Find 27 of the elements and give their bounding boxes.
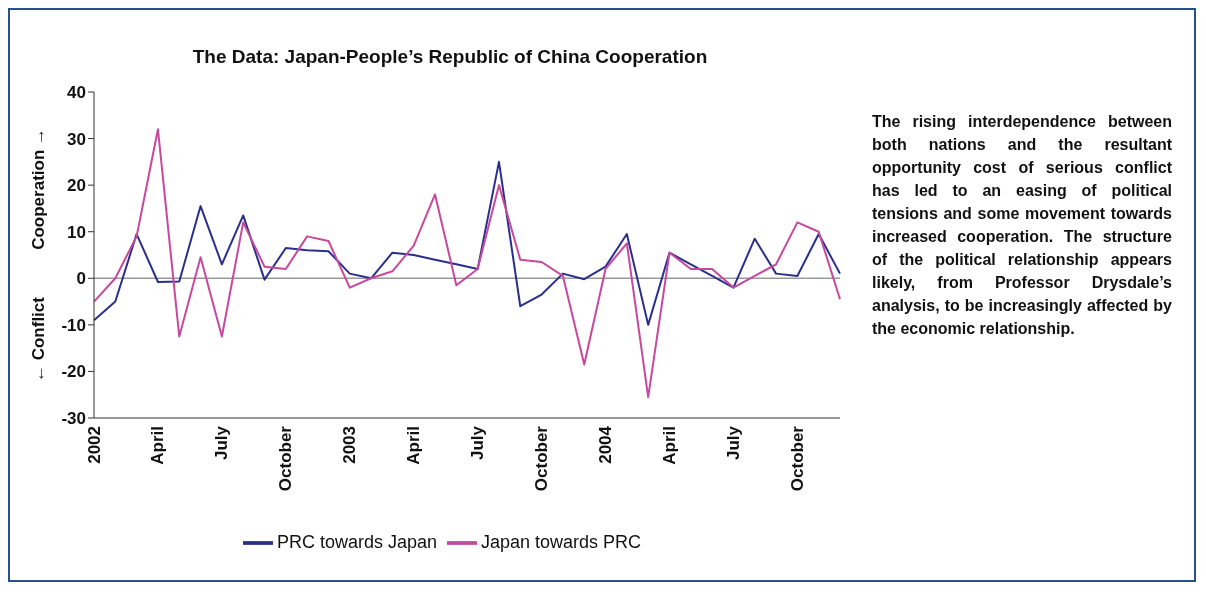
x-tick-label: April <box>659 426 679 465</box>
line-series <box>93 160 841 326</box>
text: The rising interdependence between both nations and the resultant opportunity cost of serious conflict has led to an easing of political tensions and some movement towards increased cooperation. The structure of the political relationship appears likely, from Professor Drysdale’s analysis, to be increasingly affected by the economic relationship. <box>872 113 1172 337</box>
x-tick-label: 2002 <box>84 426 104 464</box>
x-tick-label: July <box>468 425 488 461</box>
y-tick-label: -30 <box>61 409 86 429</box>
x-tick-label: 2003 <box>340 426 360 464</box>
line-series <box>93 128 841 399</box>
y-tick-label: -20 <box>61 362 86 382</box>
x-tick-label: July <box>723 425 743 461</box>
y-axis-title: ← Conflict Cooperation → <box>28 127 48 383</box>
legend-label: Japan towards PRC <box>481 531 642 552</box>
y-tick-label: 10 <box>67 222 86 242</box>
y-tick-label: 30 <box>67 129 86 149</box>
y-tick-label: 20 <box>67 176 86 196</box>
x-tick-label: 2004 <box>596 425 616 464</box>
y-tick-label: 40 <box>67 83 86 103</box>
x-tick-label: April <box>404 426 424 465</box>
y-tick-label: -10 <box>61 315 86 335</box>
chart-title: The Data: Japan-People’s Republic of China Cooperation <box>191 46 709 68</box>
x-tick-label: October <box>532 425 552 492</box>
x-tick-label: October <box>276 425 296 492</box>
y-tick-label: 0 <box>76 269 86 289</box>
x-tick-label: April <box>148 426 168 465</box>
x-tick-label: October <box>787 425 807 492</box>
legend-label: PRC towards Japan <box>276 531 437 552</box>
x-tick-label: July <box>212 425 232 461</box>
